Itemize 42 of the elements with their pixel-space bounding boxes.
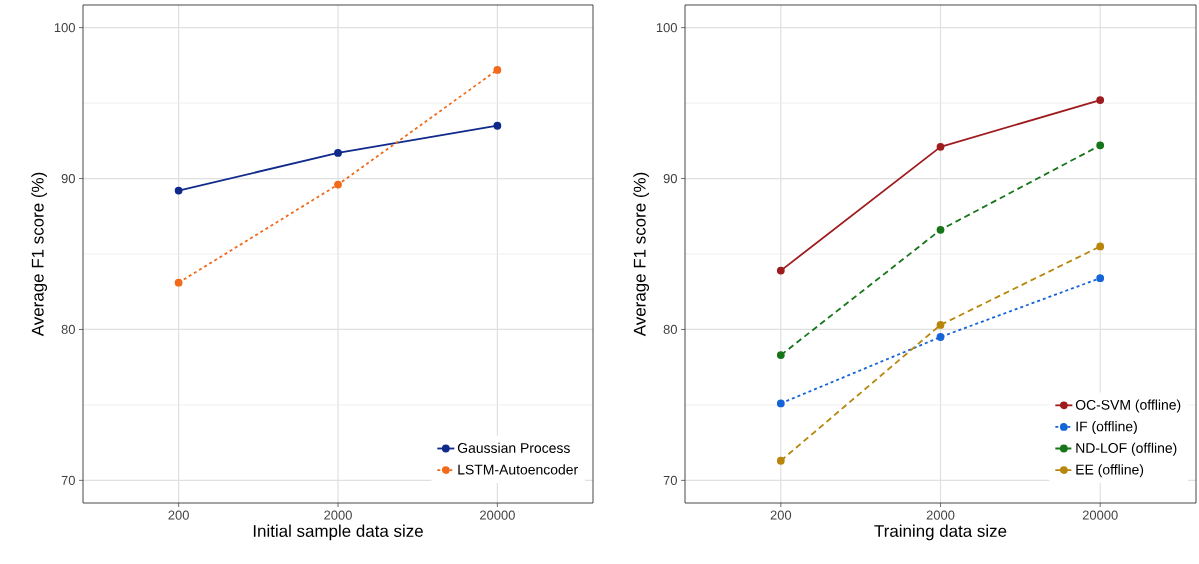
point xyxy=(493,65,502,74)
x-tick-label: 200 xyxy=(168,510,189,520)
x-tick-label: 200 xyxy=(770,510,792,520)
point xyxy=(174,186,183,195)
point xyxy=(776,266,785,275)
point xyxy=(493,121,502,130)
x-axis-title: Training data size xyxy=(874,524,1007,541)
y-tick-label: 90 xyxy=(61,173,75,184)
legend-label: LSTM-Autoencoder xyxy=(458,464,578,475)
legend-label: IF (offline) xyxy=(1076,421,1137,435)
y-tick-label: 70 xyxy=(61,475,75,485)
point xyxy=(776,351,785,360)
legend-label: ND-LOF (offline) xyxy=(1076,442,1177,456)
y-tick-label: 100 xyxy=(54,23,75,33)
point xyxy=(1096,242,1105,251)
x-tick-label: 2000 xyxy=(324,510,352,520)
y-tick-label: 70 xyxy=(663,475,677,485)
x-tick-label: 20000 xyxy=(480,510,515,520)
point xyxy=(1096,96,1105,104)
legend-label: Gaussian Process xyxy=(457,442,570,453)
legend-label: OC-SVM (offline) xyxy=(1075,399,1181,413)
point xyxy=(776,456,785,465)
point xyxy=(334,148,342,157)
point xyxy=(1096,274,1105,283)
y-axis-title: Average F1 score (%) xyxy=(31,172,48,337)
point xyxy=(936,333,945,341)
x-tick-label: 2000 xyxy=(926,510,955,520)
legend-label: EE (offline) xyxy=(1076,464,1144,478)
y-tick-label: 80 xyxy=(61,324,75,335)
point xyxy=(776,399,785,408)
y-tick-label: 90 xyxy=(663,173,677,184)
y-tick-label: 80 xyxy=(663,324,677,335)
point xyxy=(936,142,945,151)
x-tick-label: 20000 xyxy=(1082,510,1118,520)
y-tick-label: 100 xyxy=(656,23,677,33)
point xyxy=(174,278,183,287)
point xyxy=(1096,141,1105,150)
y-axis-title: Average F1 score (%) xyxy=(633,172,650,337)
point xyxy=(936,321,945,329)
point xyxy=(936,225,945,234)
x-axis-title: Initial sample data size xyxy=(253,524,423,541)
point xyxy=(334,180,342,189)
